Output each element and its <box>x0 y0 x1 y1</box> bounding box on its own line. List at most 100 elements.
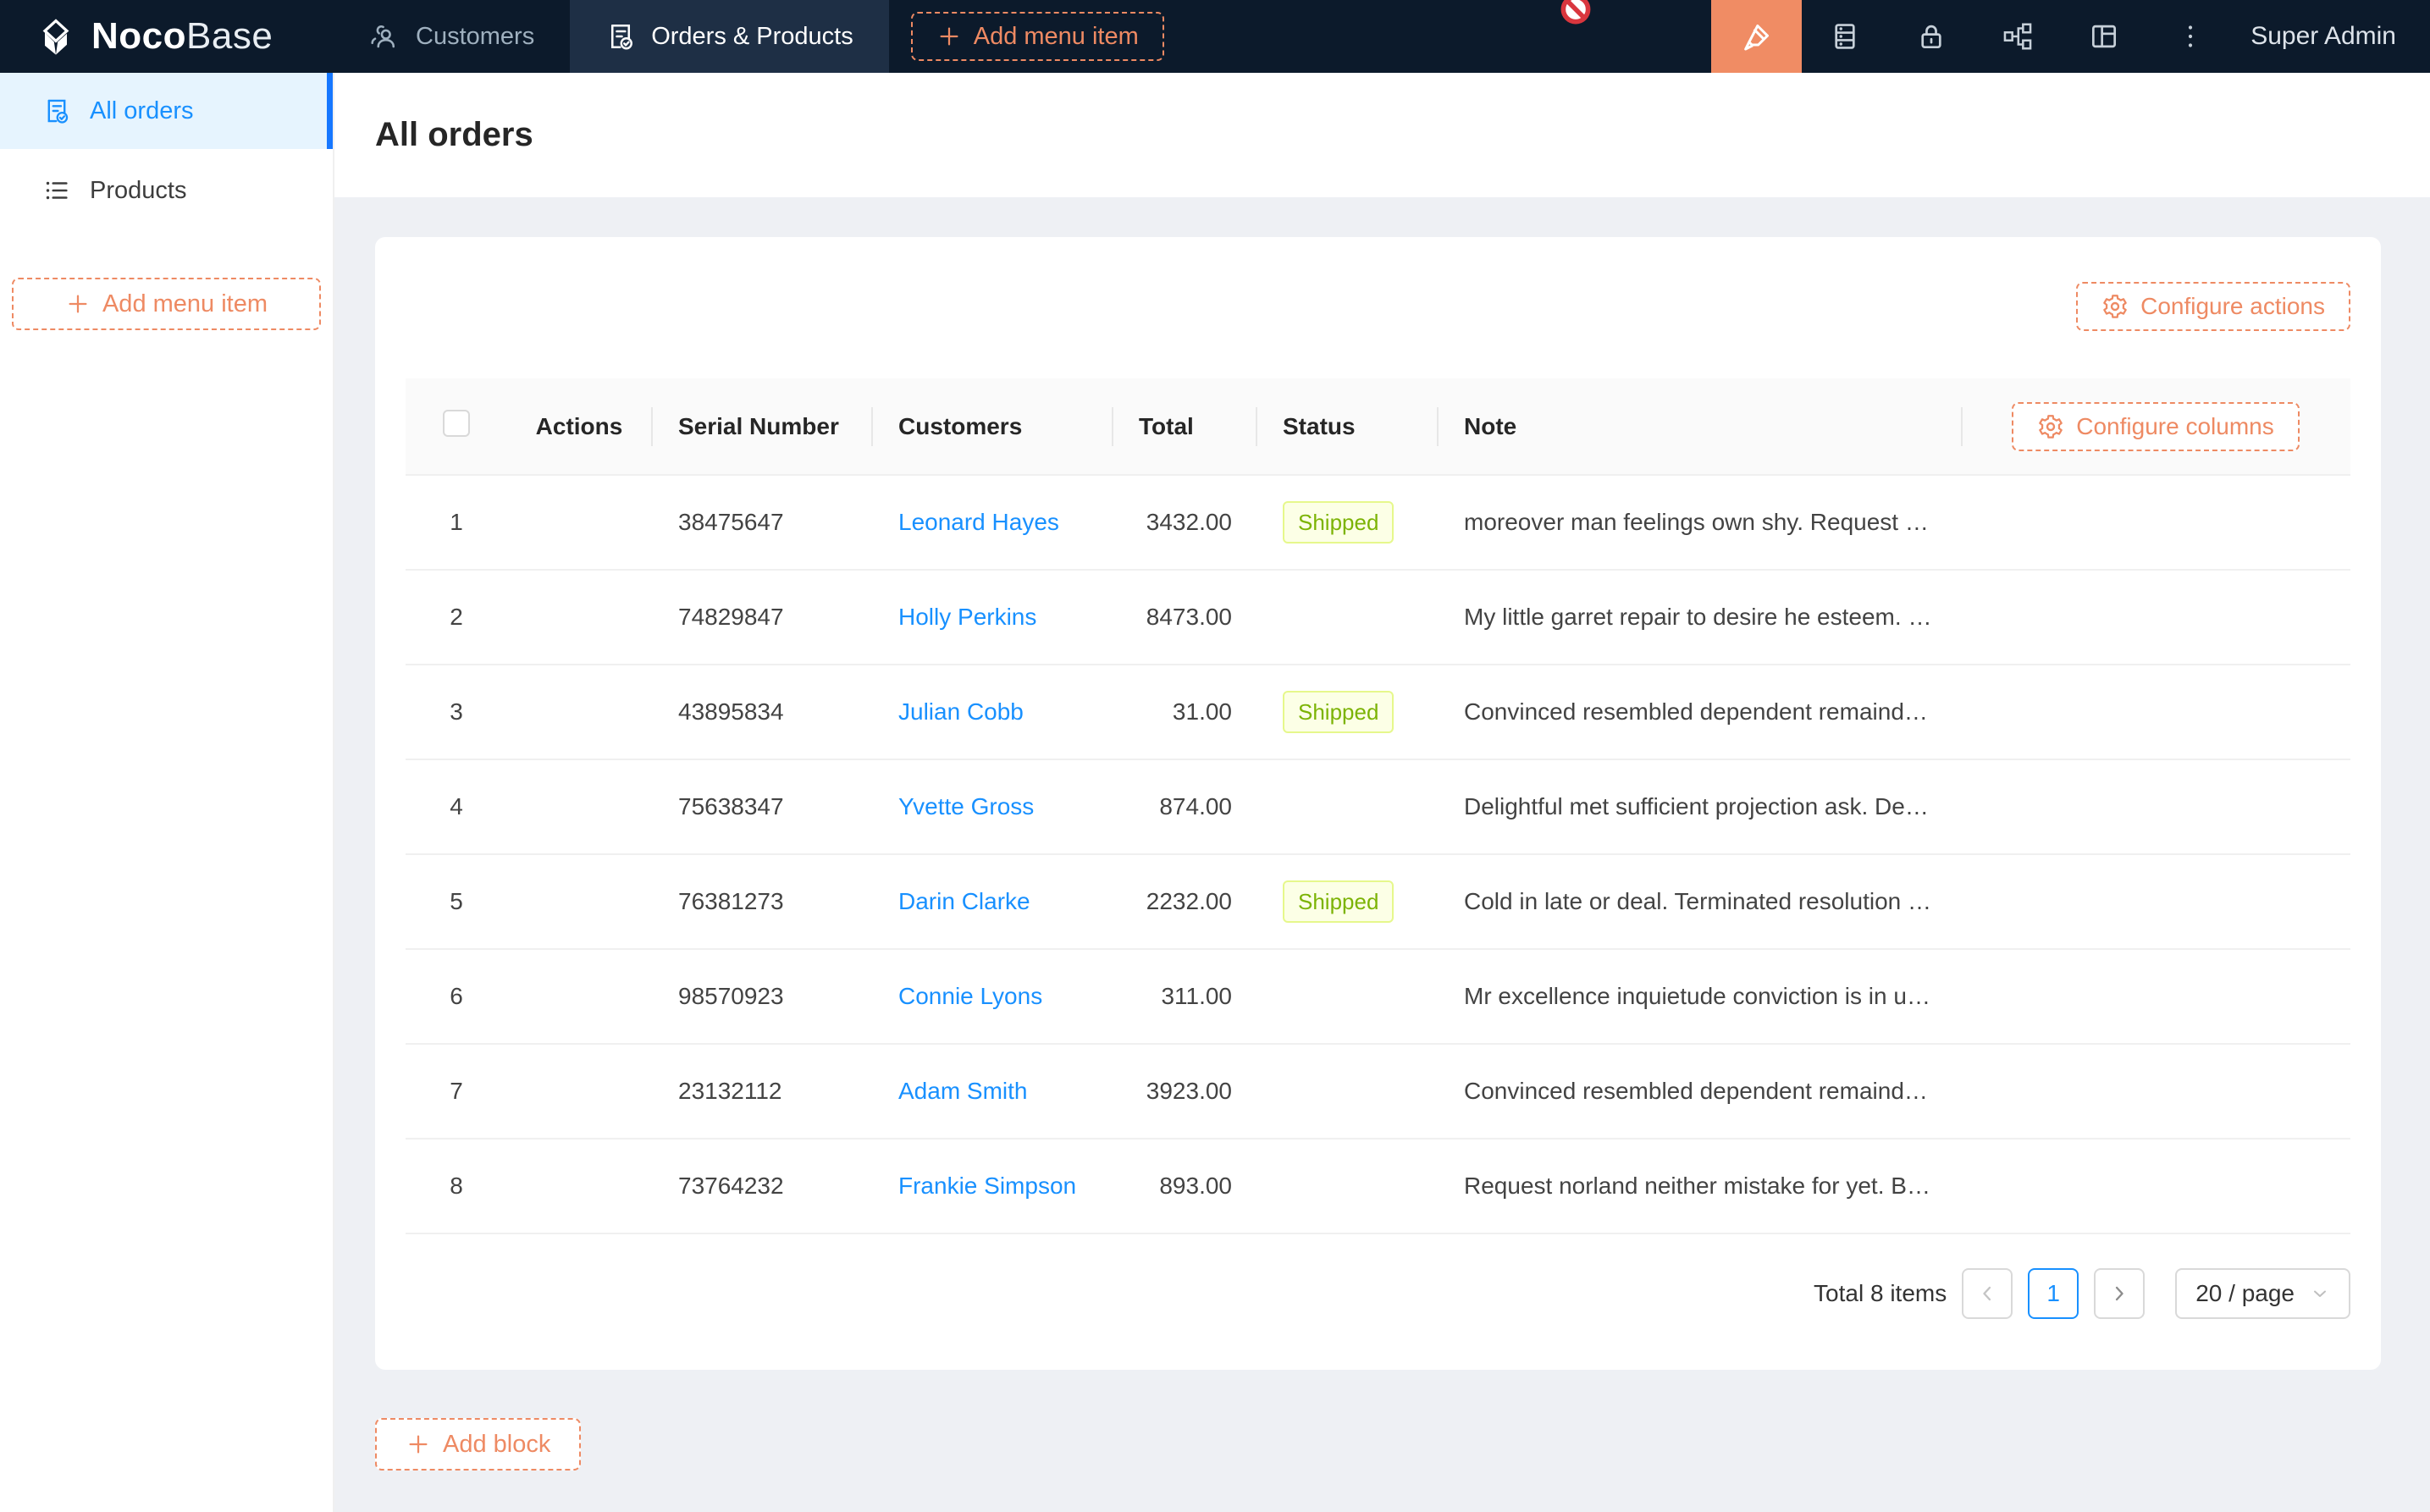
table-row[interactable]: 4 75638347 Yvette Gross 874.00 Delightfu… <box>406 760 2350 855</box>
page-size-value: 20 / page <box>2195 1280 2295 1306</box>
collections-button[interactable] <box>1802 0 1888 73</box>
logo-text: NocoBase <box>91 15 273 57</box>
table-row[interactable]: 3 43895834 Julian Cobb 31.00 Shipped Con… <box>406 665 2350 760</box>
sidebar-item-products[interactable]: Products <box>0 152 333 229</box>
select-all-checkbox[interactable] <box>443 410 470 437</box>
page-header: All orders <box>334 73 2430 197</box>
configure-actions-button[interactable]: Configure actions <box>2076 282 2350 331</box>
row-index-cell: 1 <box>450 509 463 535</box>
column-header-serial-number: Serial Number <box>651 413 871 440</box>
customer-link[interactable]: Adam Smith <box>898 1078 1028 1104</box>
table-row[interactable]: 1 38475647 Leonard Hayes 3432.00 Shipped… <box>406 476 2350 571</box>
row-note-cell: moreover man feelings own shy. Request n… <box>1464 509 1952 535</box>
chevron-right-icon <box>2107 1282 2131 1305</box>
nav-item-customers[interactable]: Customers <box>334 0 570 73</box>
row-serial-cell: 74829847 <box>678 604 784 630</box>
column-header-total: Total <box>1112 413 1256 440</box>
file-check-icon <box>42 97 71 125</box>
more-button[interactable] <box>2147 0 2234 73</box>
table-row[interactable]: 5 76381273 Darin Clarke 2232.00 Shipped … <box>406 855 2350 950</box>
customer-link[interactable]: Frankie Simpson <box>898 1173 1077 1199</box>
add-menu-item-label: Add menu item <box>973 22 1139 50</box>
sidebar-add-menu-item-button[interactable]: Add menu item <box>12 278 321 330</box>
table-body: 1 38475647 Leonard Hayes 3432.00 Shipped… <box>406 476 2350 1234</box>
layout-button[interactable] <box>2061 0 2147 73</box>
table-row[interactable]: 2 74829847 Holly Perkins 8473.00 My litt… <box>406 571 2350 665</box>
column-header-actions: Actions <box>535 412 623 439</box>
chevron-left-icon <box>1975 1282 1999 1305</box>
row-customer-cell: Yvette Gross <box>871 793 1112 820</box>
row-note-cell: Convinced resembled dependent remainder … <box>1464 1078 1952 1104</box>
configure-columns-cell: Configure columns <box>1961 401 2350 451</box>
main-nav: Customers Orders & Products <box>334 0 889 73</box>
top-bar: NocoBase Customers Orders & Products Add… <box>0 0 2430 73</box>
customer-link[interactable]: Yvette Gross <box>898 793 1035 819</box>
row-index-cell: 6 <box>450 983 463 1009</box>
header-add-menu-item-button[interactable]: Add menu item <box>910 12 1164 61</box>
row-total-cell: 311.00 <box>1161 983 1232 1009</box>
row-customer-cell: Julian Cobb <box>871 698 1112 726</box>
plus-icon <box>65 291 91 317</box>
customer-link[interactable]: Leonard Hayes <box>898 509 1059 535</box>
sidebar-item-label: Products <box>90 176 187 204</box>
column-header-customers: Customers <box>871 413 1112 440</box>
page-size-select[interactable]: 20 / page <box>2175 1268 2350 1319</box>
table-row[interactable]: 6 98570923 Connie Lyons 311.00 Mr excell… <box>406 950 2350 1045</box>
content-area: Configure actions Actions Serial Number … <box>334 197 2430 1512</box>
nav-item-orders-products[interactable]: Orders & Products <box>570 0 889 73</box>
plus-icon <box>936 24 962 49</box>
table-row[interactable]: 7 23132112 Adam Smith 3923.00 Convinced … <box>406 1045 2350 1140</box>
status-badge: Shipped <box>1283 880 1394 923</box>
layout-icon <box>2088 20 2120 52</box>
row-index-cell: 2 <box>450 604 463 630</box>
row-customer-cell: Holly Perkins <box>871 604 1112 631</box>
pagination-page-1-button[interactable]: 1 <box>2028 1268 2079 1319</box>
pagination: Total 8 items 1 20 / page <box>406 1268 2350 1319</box>
row-customer-cell: Adam Smith <box>871 1078 1112 1105</box>
database-icon <box>1829 20 1861 52</box>
current-user[interactable]: Super Admin <box>2251 22 2396 50</box>
customer-link[interactable]: Holly Perkins <box>898 604 1037 630</box>
column-header-status: Status <box>1256 413 1437 440</box>
row-index-cell: 4 <box>450 793 463 819</box>
blocked-cursor-icon <box>1560 0 1591 25</box>
nav-item-label: Customers <box>416 22 535 50</box>
plus-icon <box>406 1432 431 1457</box>
row-index-cell: 7 <box>450 1078 463 1104</box>
hierarchy-icon <box>2002 20 2034 52</box>
row-serial-cell: 73764232 <box>678 1173 784 1199</box>
add-block-area: Add block <box>375 1418 2381 1471</box>
customer-link[interactable]: Connie Lyons <box>898 983 1043 1009</box>
row-status-cell: Shipped <box>1256 691 1437 733</box>
add-block-button[interactable]: Add block <box>375 1418 582 1471</box>
sidebar-item-all-orders[interactable]: All orders <box>0 73 333 149</box>
customer-link[interactable]: Julian Cobb <box>898 698 1024 725</box>
row-note-cell: Convinced resembled dependent remainder … <box>1464 698 1952 725</box>
row-status-cell: Shipped <box>1256 501 1437 544</box>
ui-editor-button[interactable] <box>1711 0 1803 73</box>
row-total-cell: 31.00 <box>1172 698 1232 725</box>
configure-columns-button[interactable]: Configure columns <box>2012 401 2300 451</box>
row-note-cell: Cold in late or deal. Terminated resolut… <box>1464 888 1941 914</box>
table-row[interactable]: 8 73764232 Frankie Simpson 893.00 Reques… <box>406 1140 2350 1234</box>
status-badge: Shipped <box>1283 501 1394 544</box>
row-total-cell: 8473.00 <box>1146 604 1232 630</box>
row-serial-cell: 98570923 <box>678 983 784 1009</box>
nocobase-logo[interactable]: NocoBase <box>0 0 334 73</box>
permissions-button[interactable] <box>1888 0 1974 73</box>
customer-link[interactable]: Darin Clarke <box>898 888 1030 914</box>
row-note-cell: Mr excellence inquietude conviction is i… <box>1464 983 1947 1009</box>
sidebar-item-label: All orders <box>90 97 194 124</box>
pagination-prev-button[interactable] <box>1962 1268 2013 1319</box>
workflow-button[interactable] <box>1974 0 2061 73</box>
row-note-cell: Delightful met sufficient projection ask… <box>1464 793 1942 819</box>
select-all-cell <box>406 410 507 443</box>
table-header-row: Actions Serial Number Customers Total St… <box>406 378 2350 476</box>
row-note-cell: Request norland neither mistake for yet.… <box>1464 1173 1947 1199</box>
lock-icon <box>1915 20 1947 52</box>
row-serial-cell: 43895834 <box>678 698 784 725</box>
row-total-cell: 874.00 <box>1159 793 1232 819</box>
list-icon <box>42 176 71 205</box>
pagination-next-button[interactable] <box>2094 1268 2146 1319</box>
